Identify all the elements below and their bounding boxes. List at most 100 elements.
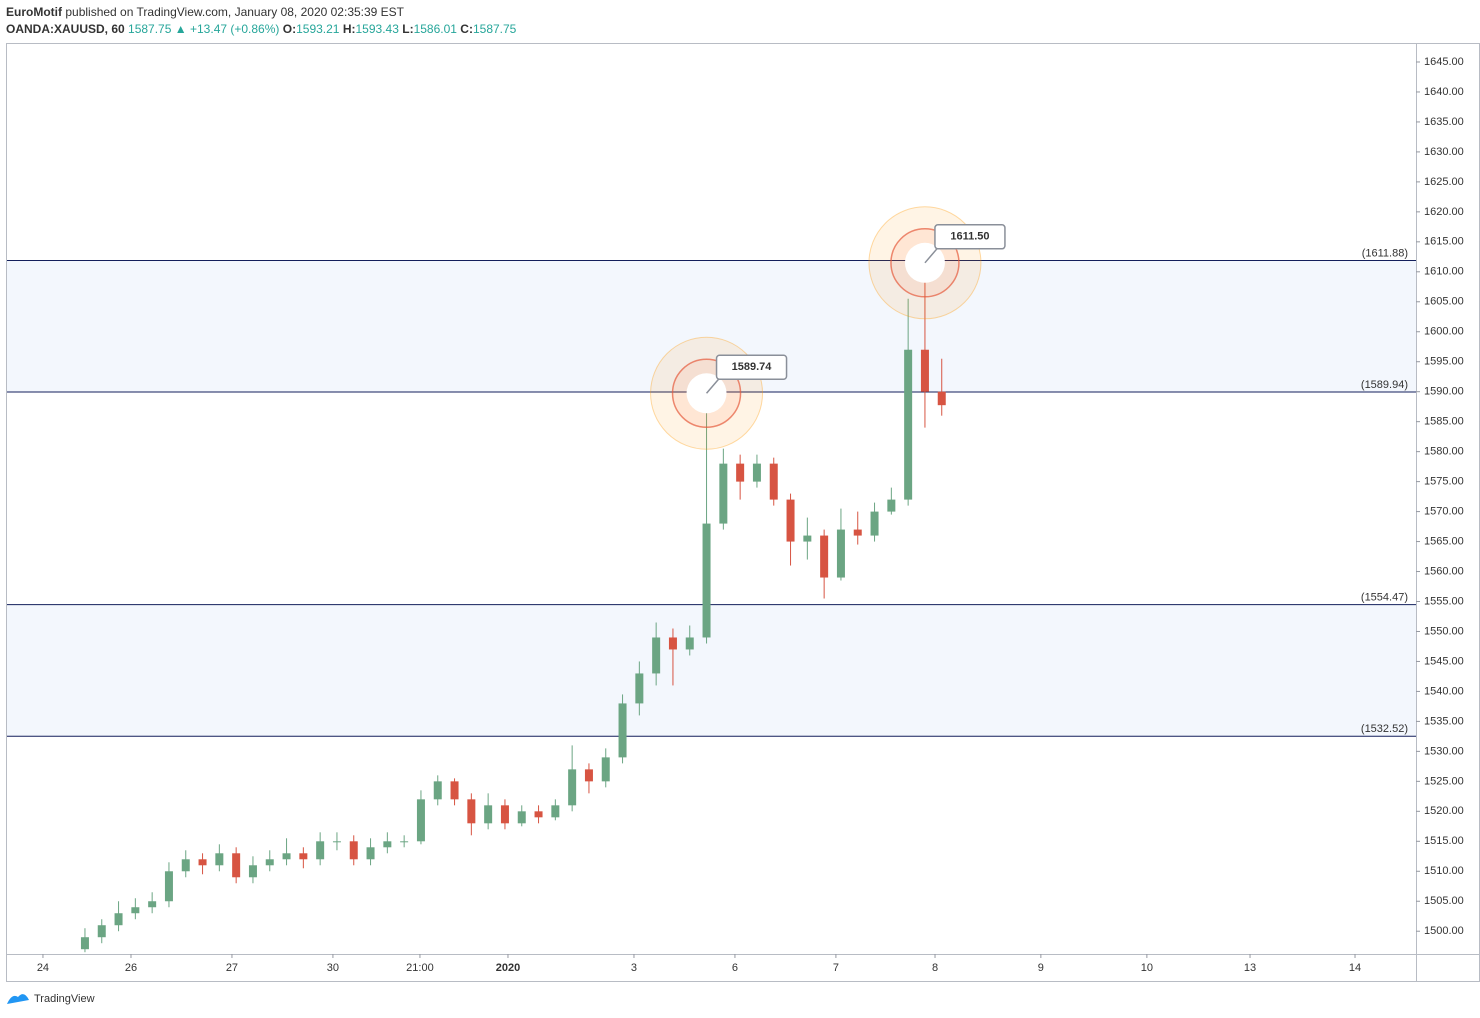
callout-pointer: [705, 378, 720, 394]
candle-body: [282, 853, 291, 860]
candle-body: [383, 841, 392, 848]
x-tick-label: 9: [1038, 962, 1044, 974]
x-tick-label: 7: [833, 962, 839, 974]
candle-body: [635, 673, 644, 704]
candle-body: [164, 871, 173, 902]
candle-body: [836, 529, 845, 578]
level-band: [7, 260, 1416, 393]
y-tick-label: 1500.00: [1424, 925, 1464, 937]
candle-body: [114, 913, 123, 926]
y-tick-label: 1515.00: [1424, 835, 1464, 847]
close-label: C:: [460, 22, 473, 36]
candle-body: [534, 811, 543, 818]
candle-body: [433, 781, 442, 800]
low-label: L:: [402, 22, 413, 36]
level-label: (1611.88): [1362, 247, 1408, 259]
level-label: (1532.52): [1361, 723, 1408, 735]
symbol: OANDA:XAUUSD, 60: [6, 22, 125, 36]
candle-body: [618, 703, 627, 758]
candle-body: [820, 535, 829, 578]
level-band: [7, 604, 1416, 737]
y-tick-label: 1520.00: [1424, 805, 1464, 817]
y-tick-label: 1510.00: [1424, 865, 1464, 877]
candle-body: [450, 781, 459, 800]
y-tick-label: 1640.00: [1424, 86, 1464, 98]
y-tick-label: 1565.00: [1424, 535, 1464, 547]
candle-body: [316, 841, 325, 860]
level-label: (1554.47): [1361, 592, 1408, 604]
x-tick-label: 10: [1141, 962, 1153, 974]
candle-body: [803, 535, 812, 542]
x-tick-label: 6: [732, 962, 738, 974]
y-tick-label: 1645.00: [1424, 56, 1464, 68]
high-value: 1593.43: [356, 22, 400, 36]
y-tick-label: 1525.00: [1424, 775, 1464, 787]
y-tick-label: 1540.00: [1424, 685, 1464, 697]
y-tick-label: 1615.00: [1424, 236, 1464, 248]
candle-body: [904, 349, 913, 500]
candle-body: [400, 841, 409, 843]
callout-label: 1611.50: [950, 231, 989, 243]
candle-body: [349, 841, 358, 860]
x-tick-label: 3: [631, 962, 637, 974]
x-tick-label: 21:00: [406, 962, 434, 974]
published: published on TradingView.com, January 08…: [65, 5, 404, 19]
candle-body: [181, 859, 190, 872]
candle-body: [366, 847, 375, 860]
y-tick-label: 1580.00: [1424, 446, 1464, 458]
candle-body: [601, 757, 610, 782]
candle-body: [467, 799, 476, 824]
y-tick-label: 1610.00: [1424, 266, 1464, 278]
x-tick-label: 26: [125, 962, 137, 974]
close-value: 1587.75: [473, 22, 517, 36]
candle-body: [870, 511, 879, 536]
candle-body: [887, 499, 896, 512]
candle-body: [736, 463, 745, 482]
y-tick-label: 1560.00: [1424, 565, 1464, 577]
callout-box: [715, 354, 788, 381]
y-tick-label: 1635.00: [1424, 116, 1464, 128]
candle-body: [97, 925, 106, 938]
callout-box: [934, 224, 1006, 250]
y-tick-label: 1630.00: [1424, 146, 1464, 158]
candle-body: [517, 811, 526, 824]
level-label: (1589.94): [1361, 379, 1408, 391]
low-value: 1586.01: [414, 22, 458, 36]
candle-body: [568, 769, 577, 806]
candle-body: [148, 901, 157, 908]
candle-body: [198, 859, 207, 866]
y-tick-label: 1605.00: [1424, 296, 1464, 308]
y-tick-label: 1570.00: [1424, 505, 1464, 517]
y-tick-label: 1620.00: [1424, 206, 1464, 218]
x-tick-label: 2020: [496, 962, 520, 974]
candle-body: [685, 637, 694, 650]
author: EuroMotif: [6, 5, 63, 19]
y-tick-label: 1555.00: [1424, 595, 1464, 607]
change: +13.47 (+0.86%): [190, 22, 279, 36]
callout-pointer: [924, 248, 938, 264]
y-tick-label: 1595.00: [1424, 356, 1464, 368]
y-tick-label: 1575.00: [1424, 476, 1464, 488]
publish-line: EuroMotif published on TradingView.com, …: [6, 5, 405, 19]
y-tick-label: 1550.00: [1424, 625, 1464, 637]
x-tick-label: 8: [932, 962, 938, 974]
candle-body: [652, 637, 661, 674]
open-value: 1593.21: [296, 22, 340, 36]
candle-body: [416, 799, 425, 842]
candle-body: [752, 463, 761, 482]
high-label: H:: [343, 22, 356, 36]
candle-body: [668, 637, 677, 650]
candle-body: [265, 859, 274, 866]
symbol-line: OANDA:XAUUSD, 60 1587.75 ▲ +13.47 (+0.86…: [6, 22, 517, 36]
candle-body: [937, 391, 946, 406]
candle-body: [299, 853, 308, 860]
candle-body: [719, 463, 728, 524]
callout-label: 1589.74: [732, 361, 773, 373]
y-tick-label: 1585.00: [1424, 416, 1464, 428]
brand-logo: TradingView: [7, 993, 95, 1005]
candle-body: [131, 907, 140, 914]
candle-body: [702, 523, 711, 638]
